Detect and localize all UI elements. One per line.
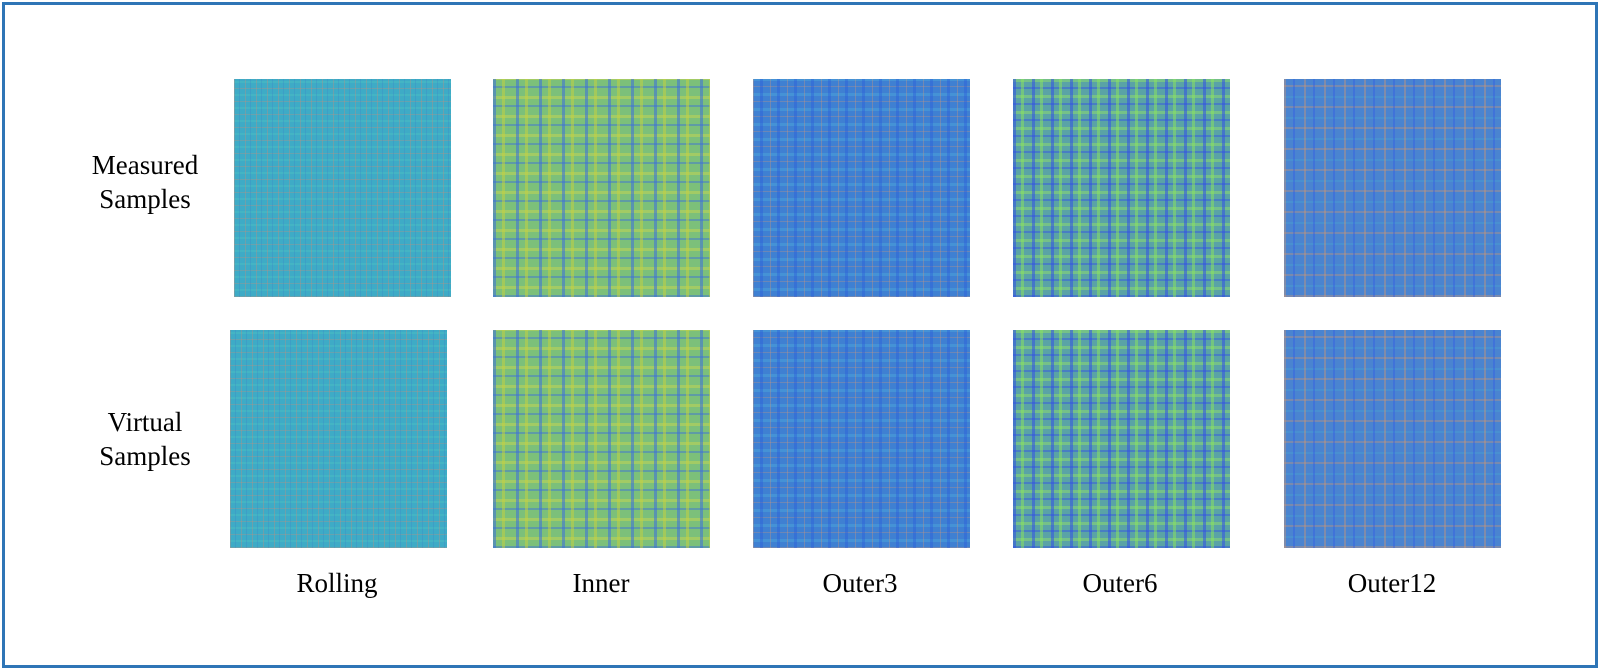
column-label: Outer3	[822, 568, 898, 598]
matrix-image	[1013, 330, 1230, 548]
matrix-image	[1284, 79, 1501, 297]
row-label: Measured Samples	[91, 150, 199, 214]
matrix-image	[234, 79, 451, 297]
matrix-image	[753, 330, 970, 548]
matrix-image	[493, 330, 710, 548]
row-label: Virtual Samples	[99, 407, 191, 471]
matrix-image	[1013, 79, 1230, 297]
matrix-image	[1284, 330, 1501, 548]
matrix-image	[493, 79, 710, 297]
matrix-image	[753, 79, 970, 297]
column-label: Rolling	[296, 568, 378, 598]
column-label: Inner	[572, 568, 630, 598]
column-label: Outer12	[1347, 568, 1437, 598]
matrix-image	[230, 330, 447, 548]
column-label: Outer6	[1082, 568, 1158, 598]
